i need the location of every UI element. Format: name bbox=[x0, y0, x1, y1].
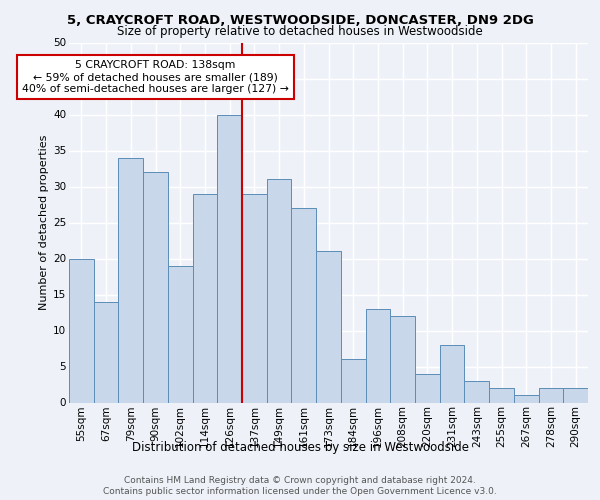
Bar bbox=[118, 158, 143, 402]
Bar bbox=[514, 396, 539, 402]
Bar bbox=[390, 316, 415, 402]
Text: Contains HM Land Registry data © Crown copyright and database right 2024.: Contains HM Land Registry data © Crown c… bbox=[124, 476, 476, 485]
Bar bbox=[168, 266, 193, 402]
Text: 5 CRAYCROFT ROAD: 138sqm
← 59% of detached houses are smaller (189)
40% of semi-: 5 CRAYCROFT ROAD: 138sqm ← 59% of detach… bbox=[22, 60, 289, 94]
Text: Contains public sector information licensed under the Open Government Licence v3: Contains public sector information licen… bbox=[103, 487, 497, 496]
Text: 5, CRAYCROFT ROAD, WESTWOODSIDE, DONCASTER, DN9 2DG: 5, CRAYCROFT ROAD, WESTWOODSIDE, DONCAST… bbox=[67, 14, 533, 27]
Bar bbox=[464, 381, 489, 402]
Text: Size of property relative to detached houses in Westwoodside: Size of property relative to detached ho… bbox=[117, 25, 483, 38]
Bar bbox=[489, 388, 514, 402]
Bar bbox=[563, 388, 588, 402]
Bar bbox=[242, 194, 267, 402]
Bar bbox=[292, 208, 316, 402]
Bar bbox=[365, 309, 390, 402]
Bar bbox=[69, 258, 94, 402]
Bar bbox=[316, 252, 341, 402]
Bar bbox=[94, 302, 118, 402]
Y-axis label: Number of detached properties: Number of detached properties bbox=[39, 135, 49, 310]
Bar bbox=[217, 114, 242, 403]
Text: Distribution of detached houses by size in Westwoodside: Distribution of detached houses by size … bbox=[131, 441, 469, 454]
Bar bbox=[440, 345, 464, 403]
Bar bbox=[267, 180, 292, 402]
Bar bbox=[143, 172, 168, 402]
Bar bbox=[539, 388, 563, 402]
Bar bbox=[415, 374, 440, 402]
Bar bbox=[193, 194, 217, 402]
Bar bbox=[341, 360, 365, 403]
